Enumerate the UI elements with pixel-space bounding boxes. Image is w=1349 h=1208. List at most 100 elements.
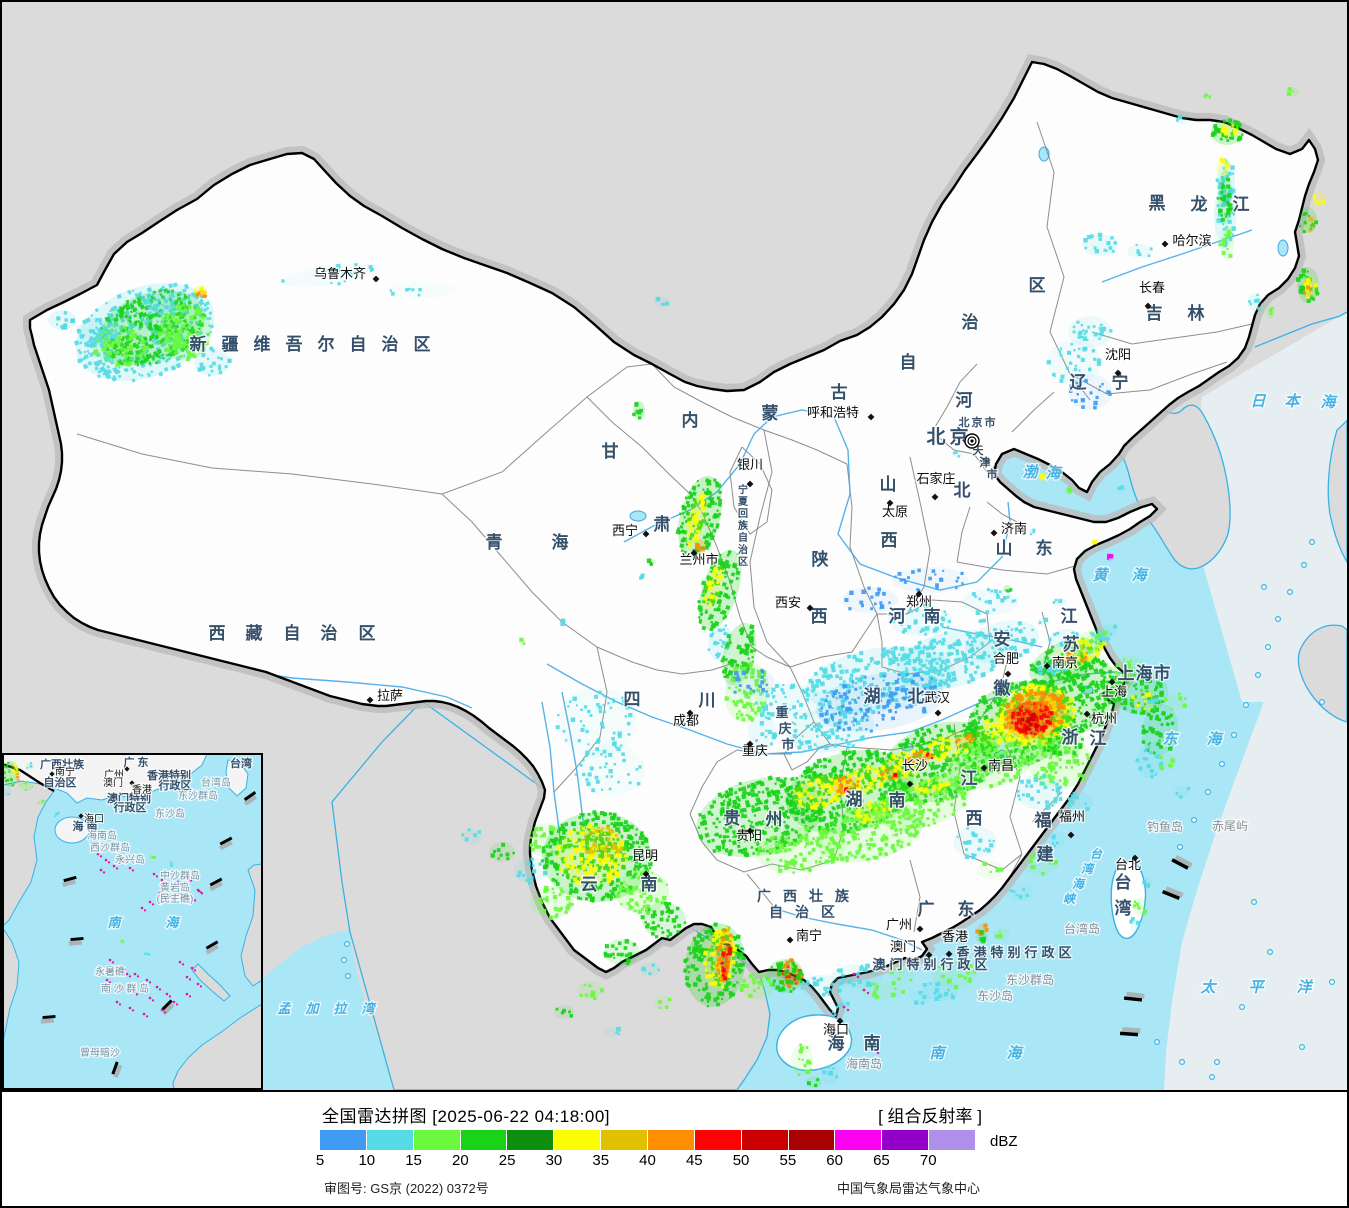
city-marker [925, 951, 933, 959]
city-label: 济南 [1001, 521, 1027, 536]
legend-color-cell [788, 1130, 835, 1150]
city-marker [690, 549, 698, 557]
inset-city-label: 香港 [132, 784, 152, 796]
province-label: 京 [972, 415, 983, 429]
province-label: 陕 [812, 549, 829, 569]
city-label: 郑州 [906, 594, 932, 609]
map-canvas: 渤海黄 海东 海日本海南 海太平洋孟加拉湾台湾海峡新疆维吾尔自治区西藏自治区青 海甘肃内… [2, 2, 1347, 1091]
province-label: 别 [1006, 945, 1020, 960]
boundary-dash [205, 940, 219, 955]
city-marker [886, 499, 894, 507]
dbz-colorbar [320, 1130, 976, 1150]
boundary-dash [219, 836, 233, 851]
city-marker [1043, 662, 1051, 670]
china-national-border [28, 60, 1320, 1018]
sea-label: 渤 [1022, 464, 1039, 481]
inset-island-label: 东沙群岛 [178, 789, 218, 802]
city-label: 成都 [673, 713, 699, 728]
province-label: 建 [1037, 844, 1054, 864]
honshu-edge [1327, 419, 1347, 564]
city-label: 重庆 [742, 743, 768, 758]
province-label: 治 [321, 623, 338, 643]
sea-label: 孟 [277, 1001, 291, 1016]
city-label: 香港 [942, 929, 968, 944]
province-label: 自 [900, 352, 917, 372]
province-label: 治 [962, 312, 979, 332]
province-label: 特 [906, 957, 919, 972]
boundary-dash [111, 1061, 123, 1079]
inset-island-label: 永兴岛 [115, 853, 145, 866]
inset-region-label: 行政区 [113, 800, 147, 814]
city-marker [786, 936, 794, 944]
legend-color-cell [366, 1130, 413, 1150]
province-label: 别 [922, 957, 936, 972]
inset-frame [2, 753, 263, 1090]
province-label: 山 [880, 475, 897, 494]
far-island [1300, 561, 1307, 568]
province-label: 南 [641, 874, 658, 894]
boundary-dash [1171, 854, 1193, 870]
city-marker [980, 764, 988, 772]
province-label: 市 [987, 467, 998, 481]
province-label: 河 [889, 607, 906, 626]
legend-color-cell [601, 1130, 648, 1150]
city-label: 长沙 [902, 758, 928, 773]
city-marker [78, 813, 84, 819]
province-label: 区 [974, 957, 987, 972]
islet-mark [872, 1048, 876, 1052]
city-marker [642, 530, 650, 538]
province-label: 庆 [777, 721, 791, 736]
province-label: 北 [908, 687, 925, 706]
islet-mark [862, 988, 866, 992]
inset-island-label: 黄岩岛 [160, 881, 190, 894]
sea-label: 洋 [1296, 979, 1313, 996]
far-island [1238, 1003, 1245, 1010]
province-label: 行 [939, 957, 953, 972]
city-label: 太原 [882, 504, 908, 519]
province-label: 重 [775, 705, 788, 720]
province-label: 云 [581, 875, 598, 894]
city-label: 哈尔滨 [1172, 233, 1211, 248]
inset-region-label: 澳门特别 [107, 791, 151, 805]
inset-island-label: 西沙群岛 [90, 841, 130, 854]
dbz-tick: 25 [498, 1152, 516, 1169]
far-island [1260, 583, 1267, 590]
province-label: 自 [769, 904, 783, 920]
city-marker [1161, 240, 1169, 248]
city-label: 长春 [1139, 280, 1165, 295]
dbz-tick: 60 [826, 1152, 843, 1169]
far-island [1230, 731, 1237, 738]
province-label: 政 [957, 957, 971, 972]
city-marker [1004, 670, 1012, 678]
sea-label: 台 [1090, 847, 1103, 861]
province-label: 东 [958, 899, 975, 919]
island-label: 钓鱼岛 [1147, 819, 1183, 834]
province-label: 区 [1029, 276, 1046, 295]
islet-mark [846, 1008, 850, 1012]
province-label: 自 [738, 531, 748, 544]
city-marker [934, 709, 942, 717]
province-label: 族 [835, 888, 850, 904]
sea-label: 东 [1162, 730, 1179, 748]
province-label: 林 [1188, 303, 1205, 323]
province-label: 市 [781, 737, 794, 752]
dbz-tick: 15 [405, 1152, 422, 1169]
legend-color-cell [460, 1130, 507, 1150]
inset-island-label: (民主礁) [157, 892, 194, 905]
far-island [1213, 1058, 1220, 1065]
inset-city-label: 南宁 [55, 765, 75, 778]
province-label: 西 [966, 809, 983, 828]
province-label: 山 [996, 539, 1013, 558]
city-marker [1131, 854, 1139, 862]
province-label: 区 [738, 556, 748, 568]
boundary-dash [62, 875, 77, 887]
far-island [1286, 588, 1293, 595]
legend-color-cell [741, 1130, 788, 1150]
inset-island-label: 台湾岛 [201, 776, 231, 789]
province-label: 古 [831, 382, 848, 402]
sea-label: 海 [1131, 567, 1149, 584]
inset-region-label: 海 南 [72, 819, 97, 833]
province-label: 自 [350, 334, 367, 354]
inset-region-label: 自治区 [44, 775, 77, 789]
